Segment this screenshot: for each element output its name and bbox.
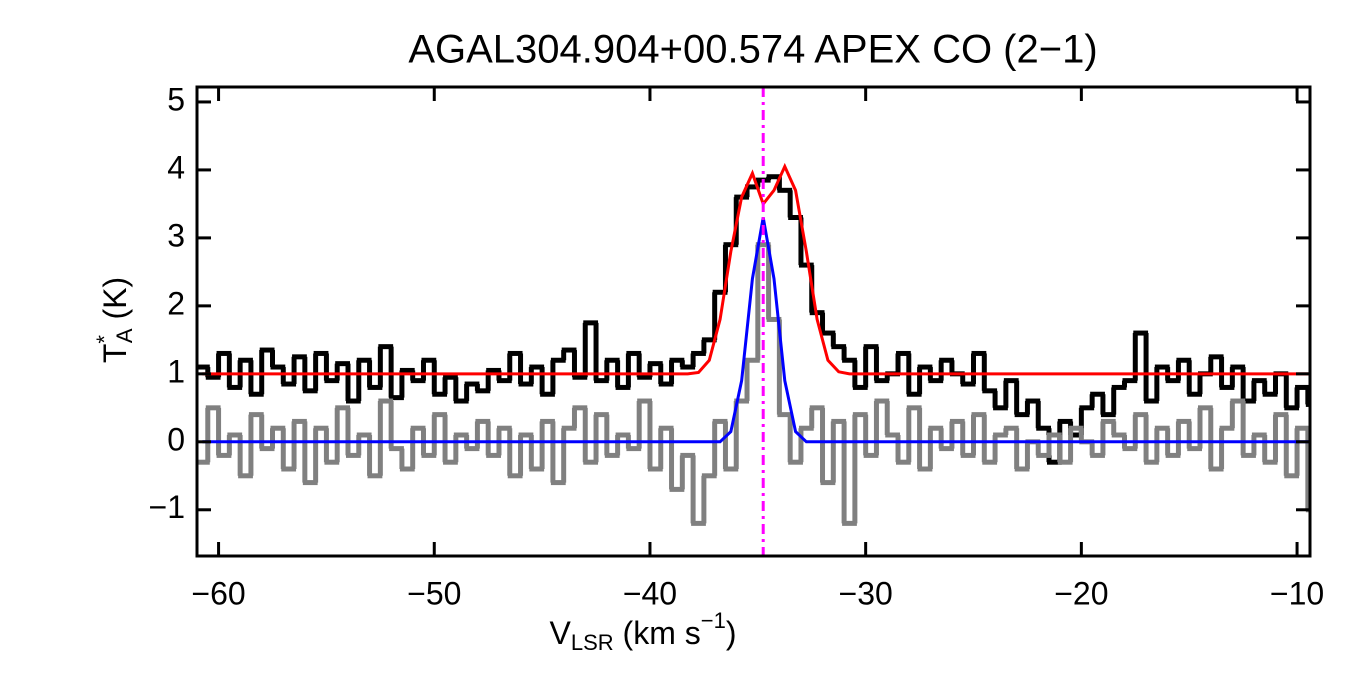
y-label-base: T — [97, 344, 133, 364]
x-label-base: V — [550, 615, 572, 651]
y-label-rest: (K) — [97, 277, 133, 329]
x-label-rest: (km s — [614, 615, 701, 651]
y-tick-label: 1 — [167, 353, 185, 389]
y-tick-label: 3 — [167, 217, 185, 253]
x-tick-label: −40 — [623, 575, 677, 611]
plot-area — [197, 162, 1310, 526]
y-label-sub: A — [112, 328, 137, 343]
x-label-sup: −1 — [701, 608, 726, 633]
x-label-close: ) — [726, 615, 737, 651]
x-tick-label: −60 — [191, 575, 245, 611]
x-tick-label: −50 — [407, 575, 461, 611]
y-tick-label: 4 — [167, 149, 185, 185]
model-line — [202, 217, 1310, 444]
y-tick-label: 2 — [167, 285, 185, 321]
x-axis-label: VLSR (km s−1) — [550, 608, 737, 655]
x-tick-label: −20 — [1054, 575, 1108, 611]
y-label-sup: * — [92, 335, 117, 344]
plot-frame — [195, 85, 1312, 558]
x-tick-label: −10 — [1270, 575, 1324, 611]
y-tick-label: −1 — [149, 489, 185, 525]
y-tick-label: 0 — [167, 421, 185, 457]
y-tick-label: 5 — [167, 81, 185, 117]
chart-title: AGAL304.904+00.574 APEX CO (2−1) — [408, 28, 1097, 72]
x-tick-label: −30 — [839, 575, 893, 611]
x-label-sub: LSR — [571, 630, 614, 655]
y-axis-label: T*A (K) — [92, 277, 137, 363]
model-line — [202, 162, 1310, 376]
